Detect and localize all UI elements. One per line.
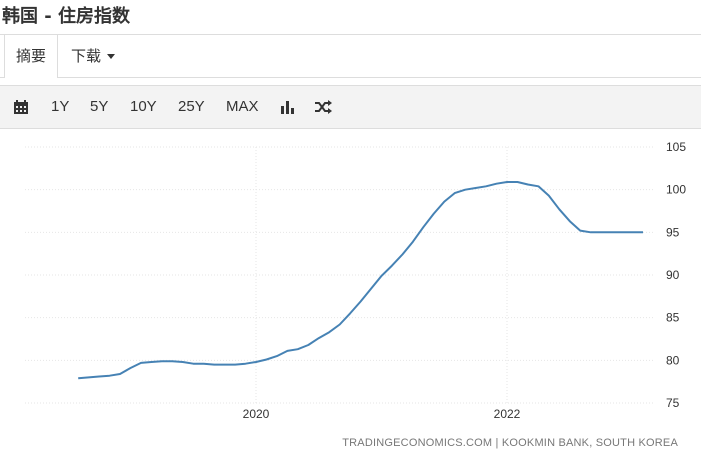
data-point xyxy=(161,360,163,362)
download-dropdown[interactable]: 下载 xyxy=(71,35,116,77)
data-point xyxy=(485,185,487,187)
data-point xyxy=(297,348,299,350)
data-point xyxy=(443,201,445,203)
range-25y-button[interactable]: 25Y xyxy=(178,98,205,115)
tab-bar: 摘要 下载 xyxy=(0,34,701,78)
shuffle-icon[interactable] xyxy=(315,86,333,128)
data-point xyxy=(213,364,215,366)
range-1y-button[interactable]: 1Y xyxy=(51,98,70,115)
data-point xyxy=(192,363,194,365)
data-point xyxy=(642,231,644,233)
data-point xyxy=(130,367,132,369)
data-point xyxy=(77,377,79,379)
data-point xyxy=(245,363,247,365)
data-point xyxy=(454,192,456,194)
data-point xyxy=(150,361,152,363)
caret-down-icon xyxy=(107,54,116,59)
bar-chart-icon[interactable] xyxy=(281,86,295,128)
data-point xyxy=(255,361,257,363)
source-credit: TRADINGECONOMICS.COM | KOOKMIN BANK, SOU… xyxy=(342,437,678,449)
data-point xyxy=(579,230,581,232)
data-point xyxy=(537,185,539,187)
page-title: 韩国 - 住房指数 xyxy=(2,6,131,27)
y-tick-label: 90 xyxy=(666,268,680,282)
data-point xyxy=(590,231,592,233)
data-point xyxy=(433,213,435,215)
data-point xyxy=(401,254,403,256)
data-point xyxy=(88,376,90,378)
y-tick-label: 100 xyxy=(666,183,686,197)
data-point xyxy=(569,220,571,222)
data-point xyxy=(360,301,362,303)
data-point xyxy=(98,376,100,378)
data-point xyxy=(349,312,351,314)
data-point xyxy=(621,231,623,233)
data-point xyxy=(558,208,560,210)
data-point xyxy=(140,362,142,364)
data-point xyxy=(119,373,121,375)
data-point xyxy=(496,183,498,185)
data-point xyxy=(475,187,477,189)
data-point xyxy=(318,337,320,339)
y-tick-label: 85 xyxy=(666,311,680,325)
data-point xyxy=(182,361,184,363)
data-point xyxy=(422,226,424,228)
data-point xyxy=(412,241,414,243)
y-tick-label: 80 xyxy=(666,353,680,367)
data-point xyxy=(611,231,613,233)
data-point xyxy=(632,231,634,233)
calendar-icon[interactable] xyxy=(13,86,29,128)
data-point xyxy=(109,375,111,377)
data-point xyxy=(370,288,372,290)
data-point xyxy=(171,360,173,362)
data-point xyxy=(234,364,236,366)
data-point xyxy=(286,350,288,352)
data-point xyxy=(600,231,602,233)
range-max-button[interactable]: MAX xyxy=(226,98,259,115)
x-tick-label: 2020 xyxy=(243,407,270,421)
data-point xyxy=(266,359,268,361)
data-point xyxy=(391,265,393,267)
series-line xyxy=(78,181,643,380)
range-10y-button[interactable]: 10Y xyxy=(130,98,157,115)
data-point xyxy=(276,355,278,357)
data-point xyxy=(203,363,205,365)
data-point xyxy=(527,184,529,186)
data-point xyxy=(224,364,226,366)
data-point xyxy=(328,331,330,333)
data-point xyxy=(381,275,383,277)
data-point xyxy=(506,181,508,183)
y-tick-label: 105 xyxy=(666,140,686,154)
tab-summary[interactable]: 摘要 xyxy=(4,35,58,78)
data-point xyxy=(517,181,519,183)
housing-index-chart: 75 80 85 90 95 100 105 2020 2022 xyxy=(25,140,686,421)
range-5y-button[interactable]: 5Y xyxy=(90,98,109,115)
y-tick-label: 95 xyxy=(666,225,680,239)
data-point xyxy=(464,189,466,191)
data-point xyxy=(339,324,341,326)
data-point xyxy=(548,195,550,197)
y-tick-label: 75 xyxy=(666,396,680,410)
data-point xyxy=(307,344,309,346)
chart-toolbar: 1Y 5Y 10Y 25Y MAX xyxy=(0,85,701,129)
download-label: 下载 xyxy=(71,47,102,65)
x-tick-label: 2022 xyxy=(494,407,521,421)
